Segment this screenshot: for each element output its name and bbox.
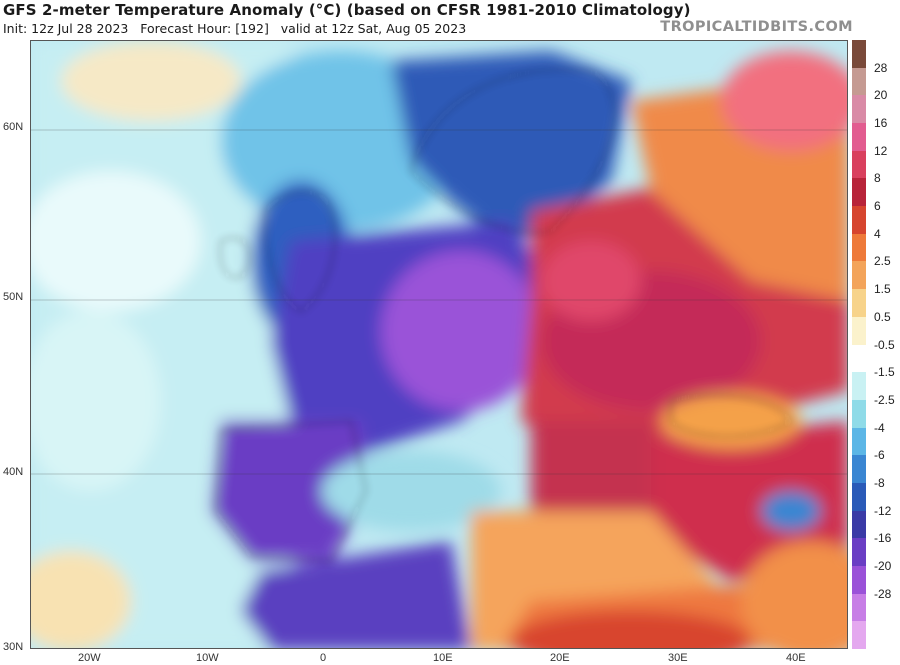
- colorbar-label: 0.5: [874, 309, 891, 324]
- colorbar-swatch: [852, 455, 866, 484]
- lon-label-40e: 40E: [786, 652, 806, 664]
- lon-label-20w: 20W: [78, 652, 101, 664]
- colorbar-label: -28: [874, 586, 892, 601]
- chart-subtitle: Init: 12z Jul 28 2023 Forecast Hour: [19…: [3, 21, 466, 36]
- forecast-hour: Forecast Hour: [192]: [140, 21, 269, 36]
- colorbar-swatch: [852, 593, 866, 622]
- colorbar-swatch: [852, 427, 866, 456]
- colorbar-label: -0.5: [874, 337, 895, 352]
- colorbar-label: -20: [874, 558, 892, 573]
- colorbar-label: -8: [874, 475, 885, 490]
- colorbar-swatch: [852, 233, 866, 262]
- colorbar-label: -4: [874, 420, 885, 435]
- colorbar-label: 4: [874, 226, 881, 241]
- anomaly-map: [30, 40, 848, 649]
- colorbar-swatch: [852, 538, 866, 567]
- colorbar-swatch: [852, 565, 866, 595]
- colorbar-label: 20: [874, 88, 888, 103]
- anomaly-field: [31, 41, 847, 648]
- colorbar-label: 2.5: [874, 254, 891, 269]
- colorbar-swatch: [852, 621, 866, 650]
- lat-label-30n: 30N: [3, 641, 24, 653]
- lat-label-50n: 50N: [3, 291, 24, 303]
- colorbar-swatch: [852, 289, 866, 318]
- colorbar-swatch: [852, 261, 866, 290]
- colorbar-swatch: [852, 344, 866, 373]
- colorbar-label: 8: [874, 171, 881, 186]
- graticule: [31, 129, 847, 475]
- colorbar-swatch: [852, 95, 866, 124]
- lon-label-10e: 10E: [433, 652, 453, 664]
- colorbar-swatch: [852, 40, 866, 69]
- colorbar-swatch: [852, 482, 866, 512]
- lon-label-10w: 10W: [196, 652, 219, 664]
- colorbar-label: -6: [874, 448, 885, 463]
- map-canvas: [31, 41, 847, 648]
- lon-label-0: 0: [320, 652, 327, 664]
- lat-label-40n: 40N: [3, 466, 24, 478]
- colorbar-label: 12: [874, 143, 888, 158]
- colorbar-swatch: [852, 150, 866, 179]
- colorbar-swatch: [852, 206, 866, 235]
- colorbar-swatch: [852, 399, 866, 429]
- colorbar-label: -1.5: [874, 365, 895, 380]
- colorbar-swatch: [852, 372, 866, 401]
- lat-label-60n: 60N: [3, 121, 24, 133]
- colorbar-legend: 28 20 16 12 8 6 4 2.5 1.5 0.5 -0.5 -1.5 -2.5 -4 -6 -8 -1…: [852, 40, 900, 650]
- colorbar-label: 6: [874, 199, 881, 214]
- colorbar-label: -2.5: [874, 392, 895, 407]
- chart-title: GFS 2-meter Temperature Anomaly (°C) (ba…: [3, 1, 691, 19]
- colorbar-label: -16: [874, 531, 892, 546]
- colorbar-swatch: [852, 316, 866, 345]
- init-time: Init: 12z Jul 28 2023: [3, 21, 129, 36]
- colorbar-label: -12: [874, 503, 892, 518]
- colorbar-swatch: [852, 67, 866, 96]
- colorbar-label: 28: [874, 60, 888, 75]
- colorbar-swatch: [852, 178, 866, 207]
- brand-watermark: TROPICALTIDBITS.COM: [660, 19, 853, 35]
- colorbar-swatch: [852, 123, 866, 152]
- lon-label-20e: 20E: [550, 652, 570, 664]
- valid-time: valid at 12z Sat, Aug 05 2023: [280, 21, 467, 36]
- lon-label-30e: 30E: [668, 652, 688, 664]
- colorbar-label: 1.5: [874, 282, 891, 297]
- colorbar-label: 16: [874, 116, 888, 131]
- colorbar-swatch: [852, 510, 866, 539]
